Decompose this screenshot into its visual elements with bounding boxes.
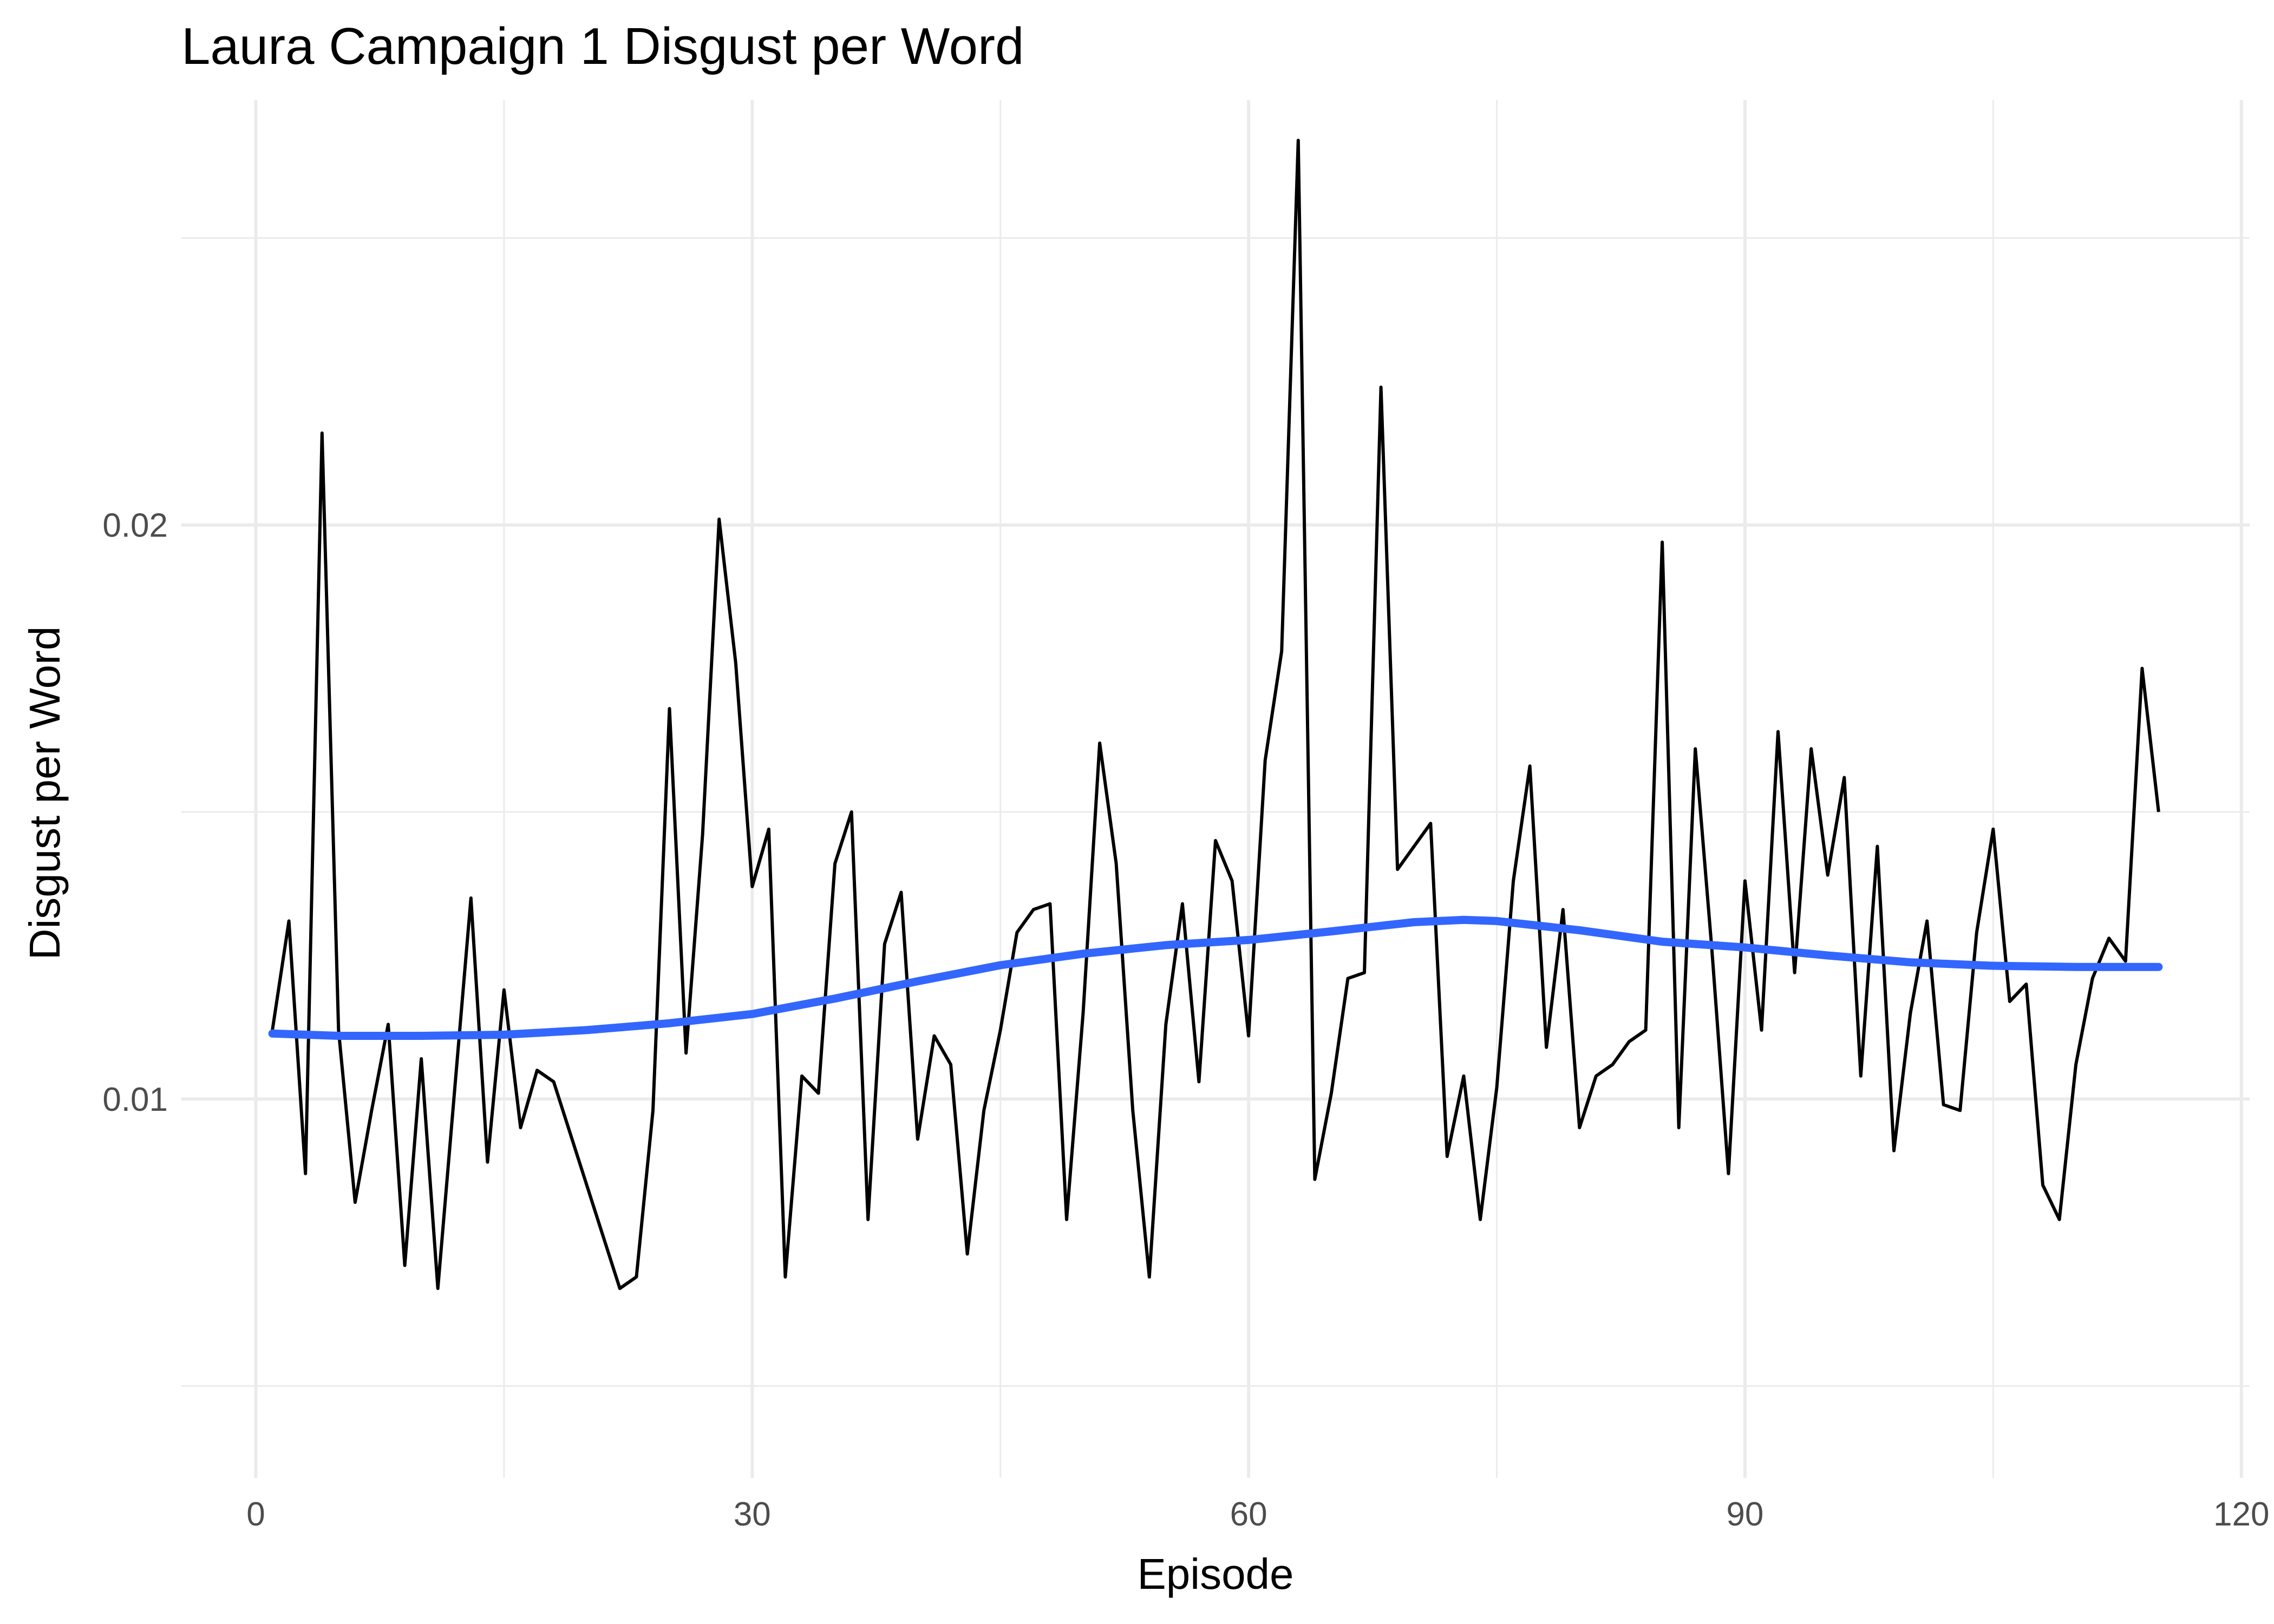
x-tick-label: 30 [734, 1496, 771, 1533]
y-tick-label: 0.01 [102, 1081, 168, 1118]
y-axis-title: Disgust per Word [21, 626, 69, 960]
plot-series [268, 139, 2163, 1291]
tick-labels: 0.01 0.02 0 30 60 90 120 [102, 507, 2269, 1533]
x-tick-label: 0 [246, 1496, 265, 1533]
smoothed-trend-line [268, 915, 2163, 1040]
x-tick-label: 60 [1230, 1496, 1267, 1533]
x-axis-title: Episode [1137, 1550, 1293, 1598]
x-tick-label: 120 [2213, 1496, 2269, 1533]
chart-title: Laura Campaign 1 Disgust per Word [181, 17, 1024, 75]
disgust-per-word-line [271, 139, 2160, 1291]
x-tick-label: 90 [1726, 1496, 1763, 1533]
y-tick-label: 0.02 [102, 507, 168, 545]
grid [181, 100, 2250, 1478]
